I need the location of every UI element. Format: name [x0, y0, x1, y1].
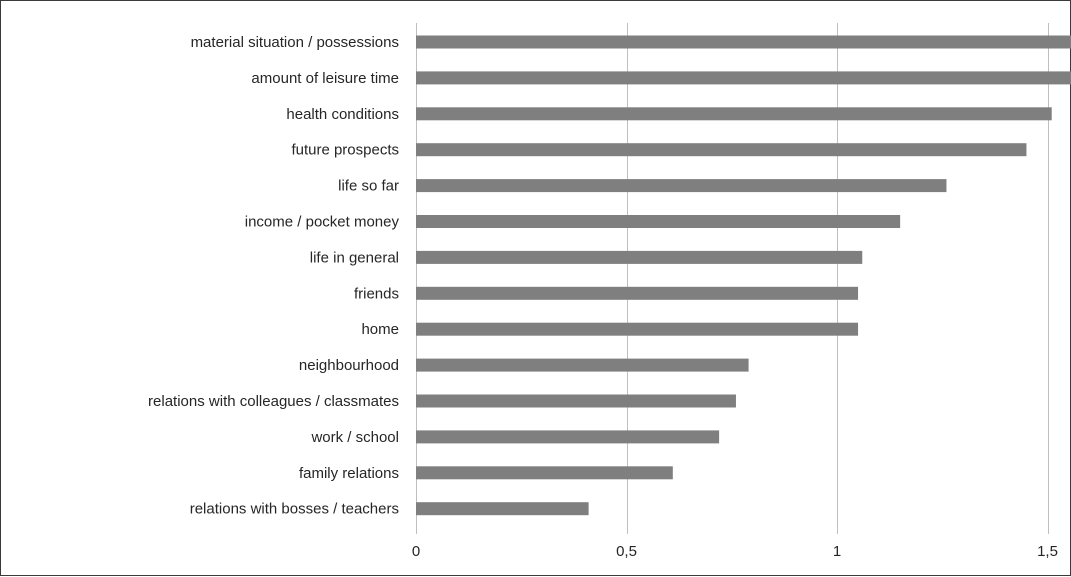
bar: [416, 179, 946, 192]
x-tick-label: 1: [833, 543, 841, 560]
x-tick-label: 0: [412, 543, 420, 560]
bar: [416, 143, 1026, 156]
category-labels: material situation / possessions amount o…: [148, 34, 399, 518]
bar: [416, 251, 862, 264]
x-axis-tick-labels: 00,511,522,5: [412, 543, 1071, 560]
category-label: friends: [354, 285, 399, 302]
category-label: life so far: [338, 178, 399, 195]
bar: [416, 466, 673, 479]
bar: [416, 359, 749, 372]
bars: [416, 36, 1071, 516]
bar: [416, 323, 858, 336]
category-label: relations with colleagues / classmates: [148, 393, 399, 410]
gridlines: [417, 23, 1071, 534]
category-label: future prospects: [291, 142, 399, 159]
bar: [416, 287, 858, 300]
category-label: family relations: [299, 465, 399, 482]
category-label: material situation / possessions: [191, 34, 399, 51]
bar: [416, 107, 1052, 120]
category-label: neighbourhood: [299, 357, 399, 374]
bar: [416, 430, 719, 443]
category-label: amount of leisure time: [251, 70, 399, 87]
category-label: health conditions: [286, 106, 399, 123]
category-label: life in general: [310, 249, 399, 266]
bar: [416, 502, 589, 515]
bar: [416, 395, 736, 408]
category-label: work / school: [310, 429, 399, 446]
x-tick-label: 1,5: [1037, 543, 1058, 560]
bar: [416, 71, 1071, 84]
bar: [416, 36, 1071, 49]
category-label: relations with bosses / teachers: [190, 501, 399, 518]
category-label: income / pocket money: [245, 214, 400, 231]
bar: [416, 215, 900, 228]
x-tick-label: 0,5: [616, 543, 637, 560]
category-label: home: [361, 321, 399, 338]
